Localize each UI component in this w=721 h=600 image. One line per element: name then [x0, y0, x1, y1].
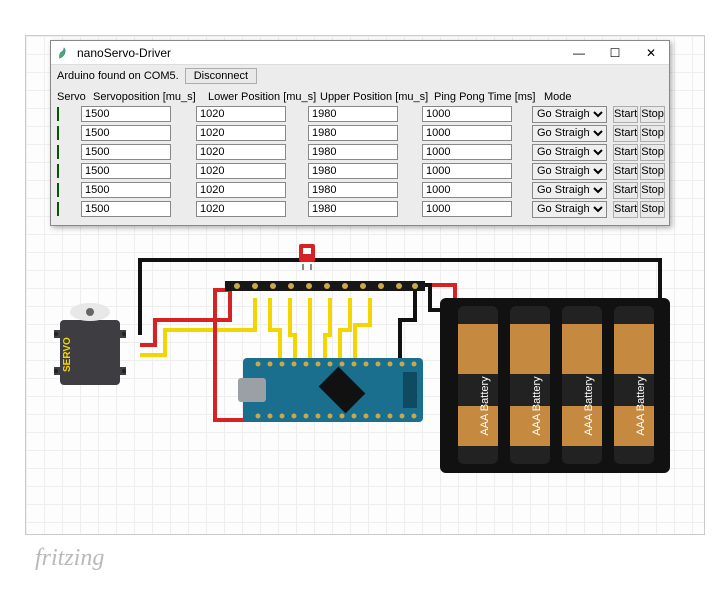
ping-time-input[interactable] [422, 125, 512, 141]
servo-indicator [57, 164, 59, 178]
app-window: nanoServo-Driver — ☐ ✕ Arduino found on … [50, 40, 670, 226]
status-text: Arduino found on COM5. [57, 70, 179, 82]
disconnect-button[interactable]: Disconnect [185, 68, 257, 84]
battery-holder: AAA Battery AAA Battery AAA Battery AAA … [440, 290, 670, 480]
servo-row: Go Straight StartStop [57, 105, 663, 123]
servo-row: Go Straight StartStop [57, 124, 663, 142]
header-position: Servoposition [mu_s] [93, 91, 208, 103]
servo-row: Go Straight StartStop [57, 143, 663, 161]
fritzing-watermark: fritzing [35, 545, 104, 572]
servo-row: Go Straight StartStop [57, 162, 663, 180]
svg-text:SERVO: SERVO [62, 337, 73, 372]
lower-position-input[interactable] [196, 201, 286, 217]
header-servo: Servo [57, 91, 93, 103]
servo-position-input[interactable] [81, 144, 171, 160]
header-mode: Mode [544, 91, 624, 103]
servo-position-input[interactable] [81, 125, 171, 141]
servo-row: Go Straight StartStop [57, 200, 663, 218]
mode-select[interactable]: Go Straight [532, 163, 607, 180]
pin-header-strip [225, 275, 425, 297]
start-button[interactable]: Start [613, 106, 638, 123]
ping-time-input[interactable] [422, 201, 512, 217]
mode-select[interactable]: Go Straight [532, 144, 607, 161]
start-button[interactable]: Start [613, 144, 638, 161]
lower-position-input[interactable] [196, 182, 286, 198]
mode-select[interactable]: Go Straight [532, 182, 607, 199]
stop-button[interactable]: Stop [640, 201, 665, 218]
servo-rows: Go StraightStartStopGo StraightStartStop… [51, 105, 669, 225]
status-row: Arduino found on COM5. Disconnect [51, 65, 669, 87]
upper-position-input[interactable] [308, 201, 398, 217]
mode-select[interactable]: Go Straight [532, 106, 607, 123]
servo-indicator [57, 183, 59, 197]
minimize-button[interactable]: — [561, 41, 597, 65]
servo-position-input[interactable] [81, 201, 171, 217]
upper-position-input[interactable] [308, 125, 398, 141]
stop-button[interactable]: Stop [640, 106, 665, 123]
column-headers: Servo Servoposition [mu_s] Lower Positio… [51, 87, 669, 105]
svg-text:AAA Battery: AAA Battery [531, 376, 543, 436]
svg-text:AAA Battery: AAA Battery [583, 376, 595, 436]
arduino-nano [238, 350, 428, 430]
stop-button[interactable]: Stop [640, 182, 665, 199]
mode-select[interactable]: Go Straight [532, 125, 607, 142]
ping-time-input[interactable] [422, 182, 512, 198]
window-title: nanoServo-Driver [77, 46, 561, 60]
upper-position-input[interactable] [308, 163, 398, 179]
servo-indicator [57, 202, 59, 216]
ping-time-input[interactable] [422, 106, 512, 122]
servo-position-input[interactable] [81, 106, 171, 122]
app-icon [57, 46, 71, 60]
header-lower: Lower Position [mu_s] [208, 91, 320, 103]
start-button[interactable]: Start [613, 201, 638, 218]
stop-button[interactable]: Stop [640, 125, 665, 142]
lower-position-input[interactable] [196, 144, 286, 160]
ping-time-input[interactable] [422, 163, 512, 179]
maximize-button[interactable]: ☐ [597, 41, 633, 65]
servo-indicator [57, 107, 59, 121]
header-ping: Ping Pong Time [ms] [434, 91, 544, 103]
close-button[interactable]: ✕ [633, 41, 669, 65]
start-button[interactable]: Start [613, 182, 638, 199]
lower-position-input[interactable] [196, 125, 286, 141]
svg-text:AAA Battery: AAA Battery [635, 376, 647, 436]
switch-component [295, 240, 319, 273]
upper-position-input[interactable] [308, 106, 398, 122]
titlebar: nanoServo-Driver — ☐ ✕ [51, 41, 669, 65]
header-upper: Upper Position [mu_s] [320, 91, 434, 103]
upper-position-input[interactable] [308, 144, 398, 160]
svg-text:AAA Battery: AAA Battery [479, 376, 491, 436]
ping-time-input[interactable] [422, 144, 512, 160]
upper-position-input[interactable] [308, 182, 398, 198]
mode-select[interactable]: Go Straight [532, 201, 607, 218]
servo-row: Go Straight StartStop [57, 181, 663, 199]
servo-indicator [57, 126, 59, 140]
start-button[interactable]: Start [613, 163, 638, 180]
stop-button[interactable]: Stop [640, 163, 665, 180]
servo-motor: SERVO [50, 300, 140, 395]
servo-indicator [57, 145, 59, 159]
lower-position-input[interactable] [196, 106, 286, 122]
servo-position-input[interactable] [81, 163, 171, 179]
stop-button[interactable]: Stop [640, 144, 665, 161]
servo-position-input[interactable] [81, 182, 171, 198]
lower-position-input[interactable] [196, 163, 286, 179]
start-button[interactable]: Start [613, 125, 638, 142]
